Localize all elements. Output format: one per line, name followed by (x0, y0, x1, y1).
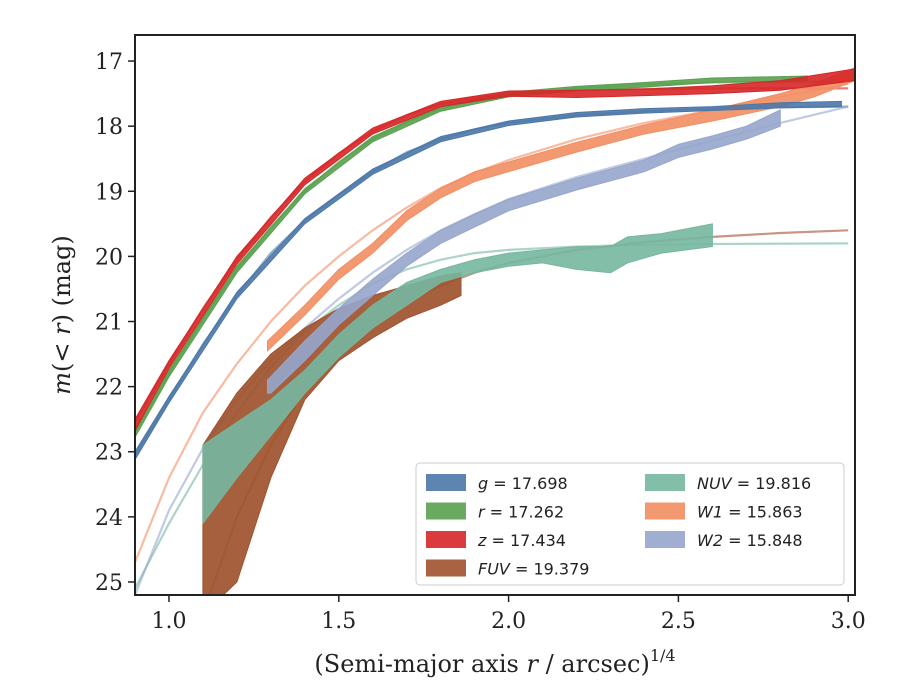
plot-area (135, 67, 855, 595)
legend-swatch (645, 474, 685, 491)
legend-swatch (426, 502, 466, 520)
legend-swatch (426, 474, 466, 491)
x-tick-label: 2.5 (661, 609, 696, 634)
x-axis-label: (Semi-major axis r / arcsec)1/4 (314, 646, 675, 678)
legend-swatch (645, 502, 685, 520)
model-line-5 (135, 82, 849, 563)
legend-swatch (645, 531, 685, 548)
x-tick-label: 2.0 (491, 609, 526, 634)
x-tick-label: 3.0 (831, 609, 866, 634)
data-band-0 (135, 100, 842, 461)
plot-frame (134, 34, 856, 596)
x-axis: 1.0 1.5 2.0 2.5 3.0 (151, 595, 866, 634)
legend-swatch (426, 531, 466, 548)
y-tick-label: 24 (95, 506, 123, 531)
legend-entry: W1 = 15.863 (697, 503, 803, 522)
legend: g = 17.698 r = 17.262 z = 17.434 FUV = 19.3… (415, 462, 845, 586)
y-tick-label: 19 (95, 180, 123, 205)
legend-entry: NUV = 19.816 (697, 474, 811, 493)
data-band-6 (267, 109, 781, 394)
y-axis: 17 18 19 20 21 22 23 24 25 (95, 50, 135, 596)
y-tick-label: 23 (95, 441, 123, 466)
y-tick-label: 22 (95, 376, 123, 401)
x-tick-label: 1.0 (151, 609, 186, 634)
y-tick-label: 21 (95, 311, 123, 336)
legend-entry: z = 17.434 (477, 531, 566, 550)
legend-entry: r = 17.262 (478, 503, 564, 522)
legend-swatch (426, 559, 466, 577)
y-tick-label: 17 (95, 50, 123, 75)
y-tick-label: 18 (95, 115, 123, 140)
data-band-5 (267, 67, 855, 352)
data-band-2 (135, 68, 855, 432)
data-band-4 (202, 223, 713, 525)
y-tick-label: 25 (95, 571, 123, 596)
legend-entry: W2 = 15.848 (697, 531, 803, 550)
legend-entry: FUV = 19.379 (478, 560, 589, 579)
legend-box (415, 462, 845, 586)
y-tick-label: 20 (95, 245, 123, 270)
y-axis-label: m(< r) (mag) (48, 235, 76, 395)
x-tick-label: 1.5 (321, 609, 356, 634)
legend-entry: g = 17.698 (478, 474, 568, 493)
